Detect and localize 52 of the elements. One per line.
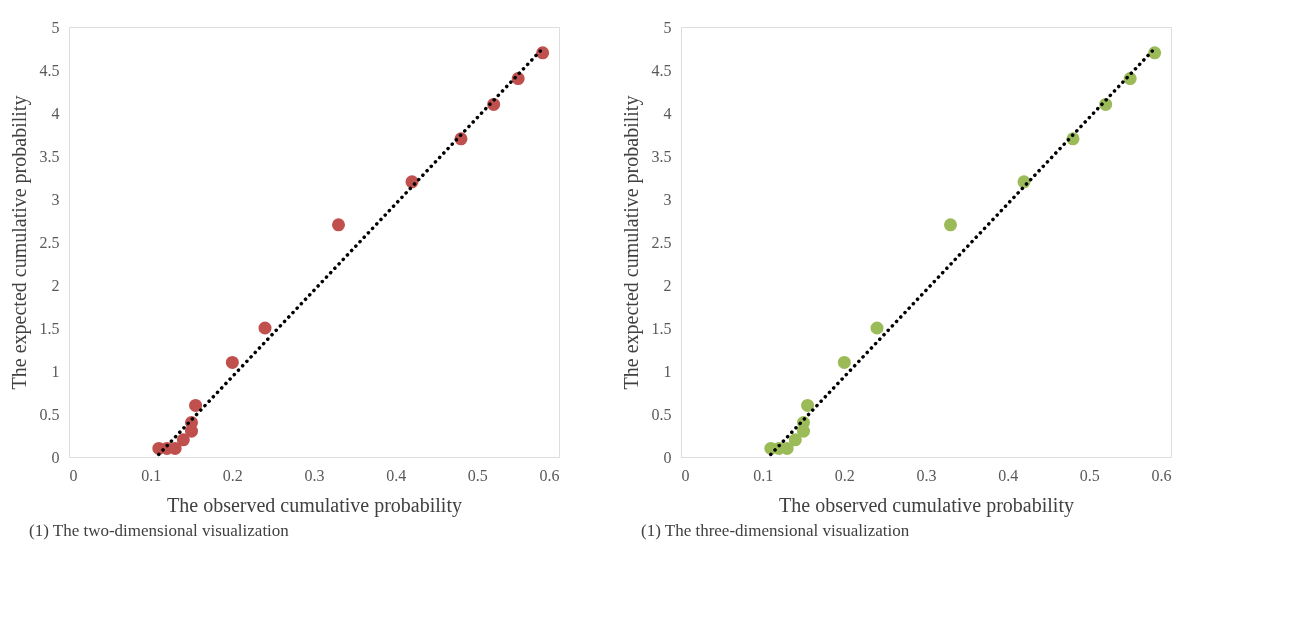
x-tick-label: 0.2 bbox=[834, 466, 855, 484]
y-tick-label: 4.5 bbox=[39, 61, 60, 79]
y-tick-label: 0 bbox=[663, 448, 672, 466]
y-tick-label: 3 bbox=[51, 190, 60, 208]
y-tick-label: 1 bbox=[51, 362, 60, 380]
x-tick-label: 0.1 bbox=[753, 466, 774, 484]
point bbox=[176, 433, 190, 447]
point bbox=[788, 433, 802, 447]
x-tick-label: 0.6 bbox=[1151, 466, 1172, 484]
y-tick-label: 2.5 bbox=[39, 233, 60, 251]
x-tick-label: 0 bbox=[69, 466, 78, 484]
y-tick-label: 0 bbox=[51, 448, 60, 466]
x-tick-label: 0.3 bbox=[304, 466, 325, 484]
text: (1) The two-dimensional visualization bbox=[29, 521, 290, 540]
y-tick-label: 3 bbox=[663, 190, 672, 208]
x-tick-label: 0.5 bbox=[1079, 466, 1100, 484]
y-tick-label: 1.5 bbox=[651, 319, 672, 337]
x-tick-label: 0.4 bbox=[386, 466, 407, 484]
y-tick-label: 0.5 bbox=[39, 405, 60, 423]
x-tick-label: 0 bbox=[681, 466, 690, 484]
x-tick-label: 0.2 bbox=[222, 466, 243, 484]
point bbox=[837, 355, 851, 369]
point bbox=[258, 321, 272, 335]
x-tick-label: 0.3 bbox=[916, 466, 937, 484]
x-tick-label: 0.1 bbox=[141, 466, 162, 484]
text: (1) The three-dimensional visualization bbox=[641, 521, 910, 540]
point bbox=[189, 398, 203, 412]
y-tick-label: 2 bbox=[663, 276, 672, 294]
point bbox=[331, 218, 346, 232]
y-axis-title: The expected cumulative probability bbox=[619, 95, 643, 390]
y-tick-label: 4 bbox=[663, 104, 672, 122]
y-tick-label: 3.5 bbox=[39, 147, 60, 165]
x-tick-label: 0.6 bbox=[539, 466, 560, 484]
point bbox=[225, 355, 239, 369]
y-tick-label: 0.5 bbox=[651, 405, 672, 423]
point bbox=[870, 321, 884, 335]
point bbox=[943, 218, 958, 232]
y-tick-label: 5 bbox=[51, 18, 60, 36]
y-tick-label: 4 bbox=[51, 104, 60, 122]
y-tick-label: 5 bbox=[663, 18, 672, 36]
y-tick-label: 4.5 bbox=[651, 61, 672, 79]
y-axis-title: The expected cumulative probability bbox=[7, 95, 31, 390]
x-tick-label: 0.4 bbox=[998, 466, 1019, 484]
x-axis-title: The observed cumulative probability bbox=[779, 493, 1074, 517]
y-tick-label: 1 bbox=[663, 362, 672, 380]
point bbox=[801, 398, 815, 412]
y-tick-label: 2 bbox=[51, 276, 60, 294]
x-tick-label: 0.5 bbox=[467, 466, 488, 484]
y-tick-label: 2.5 bbox=[651, 233, 672, 251]
y-tick-label: 3.5 bbox=[651, 147, 672, 165]
x-axis-title: The observed cumulative probability bbox=[167, 493, 462, 517]
y-tick-label: 1.5 bbox=[39, 319, 60, 337]
